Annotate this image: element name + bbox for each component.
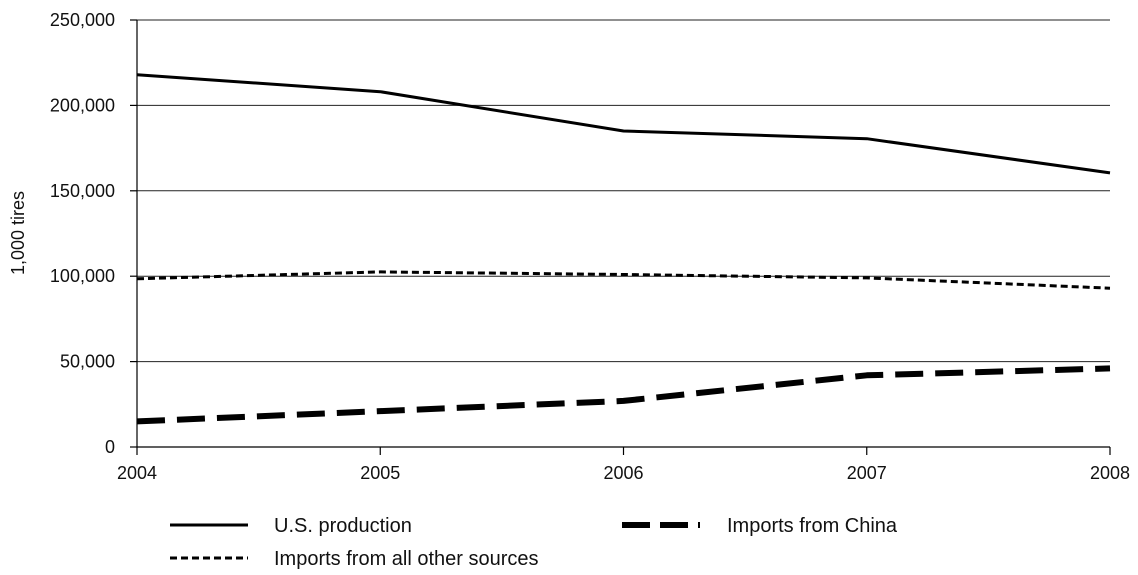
x-tick-label: 2004 [117, 463, 157, 483]
legend-label-1: U.S. production [274, 515, 412, 537]
legend-label-3: Imports from all other sources [274, 548, 539, 570]
series-lines [136, 73, 1111, 425]
x-tick-label: 2008 [1090, 463, 1130, 483]
x-tick-label: 2006 [603, 463, 643, 483]
y-tick-label: 50,000 [60, 352, 115, 372]
y-axis-label: 1,000 tires [8, 191, 28, 275]
y-tick-label: 0 [105, 437, 115, 457]
y-tick-label: 200,000 [50, 95, 115, 115]
x-tick-label: 2005 [360, 463, 400, 483]
x-tick-label: 2007 [847, 463, 887, 483]
y-tick-label: 150,000 [50, 181, 115, 201]
y-tick-label: 250,000 [50, 10, 115, 30]
grid-lines [137, 19, 1110, 363]
legend-label-2: Imports from China [727, 515, 898, 537]
axes: 0 50,000 100,000 150,000 200,000 250,000 2004 2… [50, 10, 1130, 483]
y-tick-label: 100,000 [50, 266, 115, 286]
series-line-1 [136, 73, 1111, 175]
series-line-3 [136, 270, 1111, 290]
series-line-2 [136, 365, 1111, 425]
legend: U.S. production Imports from China Imports… [170, 515, 898, 570]
